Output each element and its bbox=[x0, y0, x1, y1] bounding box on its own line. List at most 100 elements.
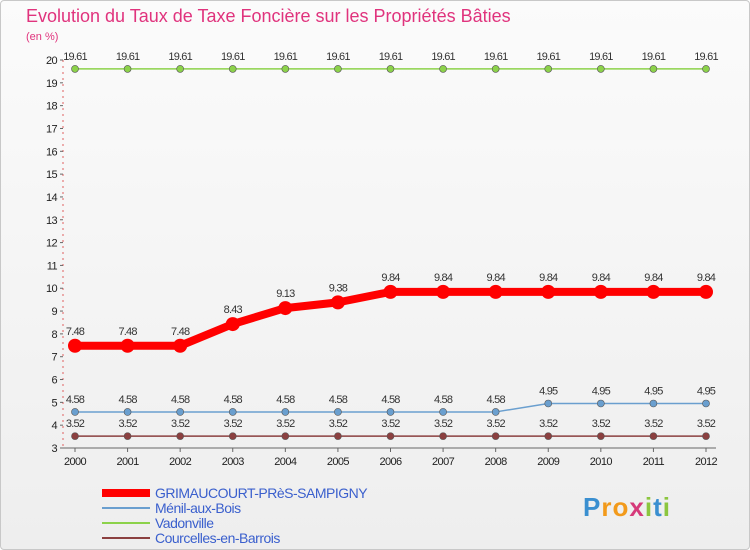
data-label-vadonville: 19.61 bbox=[589, 51, 613, 63]
x-tick-label: 2007 bbox=[432, 456, 455, 468]
data-label-vadonville: 19.61 bbox=[274, 51, 298, 63]
data-point-courcelles-en-barrois bbox=[597, 432, 605, 440]
data-point-courcelles-en-barrois bbox=[649, 432, 658, 440]
data-point-grimaucourt-pr-s-sampigny bbox=[173, 338, 188, 353]
data-label-grimaucourt-pr-s-sampigny: 9.84 bbox=[697, 272, 716, 284]
data-point-vadonville bbox=[281, 65, 290, 73]
data-label-m-nil-aux-bois: 4.95 bbox=[697, 385, 716, 397]
series-line-grimaucourt-pr-s-sampigny bbox=[71, 287, 710, 350]
data-point-m-nil-aux-bois bbox=[649, 399, 658, 408]
data-label-grimaucourt-pr-s-sampigny: 8.43 bbox=[224, 304, 243, 316]
data-point-grimaucourt-pr-s-sampigny bbox=[383, 284, 398, 299]
data-point-courcelles-en-barrois bbox=[386, 432, 395, 440]
legend-label-m-nil-aux-bois: Ménil-aux-Bois bbox=[155, 500, 241, 516]
data-label-courcelles-en-barrois: 3.52 bbox=[381, 418, 400, 430]
y-tick-label: 7 bbox=[51, 352, 57, 364]
y-tick-label: 18 bbox=[46, 101, 58, 113]
data-point-grimaucourt-pr-s-sampigny bbox=[646, 284, 661, 299]
data-label-vadonville: 19.61 bbox=[221, 51, 245, 63]
data-label-m-nil-aux-bois: 4.58 bbox=[329, 394, 348, 406]
chart-subtitle: (en %) bbox=[26, 31, 58, 43]
logo-letter: t bbox=[653, 492, 663, 522]
data-label-vadonville: 19.61 bbox=[326, 51, 350, 63]
y-tick-label: 3 bbox=[51, 443, 57, 455]
x-tick-label: 2006 bbox=[379, 456, 402, 468]
x-tick-label: 2000 bbox=[64, 456, 87, 468]
x-tick-label: 2004 bbox=[274, 456, 297, 468]
axes: 3 4 5 6 7 8 9 10 11 12 13 14 15 16 17 18 19 20 2000 2001 200… bbox=[46, 55, 718, 468]
data-label-grimaucourt-pr-s-sampigny: 9.84 bbox=[381, 272, 400, 284]
data-label-m-nil-aux-bois: 4.58 bbox=[66, 394, 85, 406]
data-label-m-nil-aux-bois: 4.95 bbox=[539, 385, 558, 397]
x-tick-label: 2001 bbox=[117, 456, 140, 468]
data-label-vadonville: 19.61 bbox=[168, 51, 192, 63]
data-label-m-nil-aux-bois: 4.58 bbox=[381, 394, 400, 406]
data-label-courcelles-en-barrois: 3.52 bbox=[118, 418, 137, 430]
data-point-grimaucourt-pr-s-sampigny bbox=[699, 284, 713, 299]
data-point-vadonville bbox=[176, 65, 184, 73]
x-tick-label: 2002 bbox=[169, 456, 192, 468]
logo-letter: i bbox=[663, 492, 671, 522]
data-point-courcelles-en-barrois bbox=[439, 432, 447, 440]
data-point-m-nil-aux-bois bbox=[491, 408, 500, 416]
data-label-courcelles-en-barrois: 3.52 bbox=[487, 418, 506, 430]
y-tick-label: 9 bbox=[51, 306, 57, 318]
data-label-m-nil-aux-bois: 4.58 bbox=[171, 394, 190, 406]
data-label-vadonville: 19.61 bbox=[642, 51, 666, 63]
data-point-vadonville bbox=[334, 65, 342, 73]
data-label-m-nil-aux-bois: 4.58 bbox=[276, 394, 295, 406]
data-point-m-nil-aux-bois bbox=[281, 408, 290, 416]
data-label-courcelles-en-barrois: 3.52 bbox=[697, 418, 716, 430]
data-point-m-nil-aux-bois bbox=[176, 408, 184, 416]
logo-letter: r bbox=[601, 492, 612, 522]
data-label-m-nil-aux-bois: 4.58 bbox=[487, 394, 506, 406]
legend-label-vadonville: Vadonville bbox=[155, 515, 214, 531]
data-label-m-nil-aux-bois: 4.58 bbox=[118, 394, 137, 406]
data-point-courcelles-en-barrois bbox=[334, 432, 342, 440]
proxiti-logo-text: Proxiti bbox=[583, 492, 671, 522]
data-label-vadonville: 19.61 bbox=[116, 51, 140, 63]
x-tick-label: 2009 bbox=[537, 456, 560, 468]
data-point-grimaucourt-pr-s-sampigny bbox=[488, 284, 503, 299]
data-point-m-nil-aux-bois bbox=[334, 408, 342, 416]
data-label-grimaucourt-pr-s-sampigny: 9.84 bbox=[592, 272, 611, 284]
legend: GRIMAUCOURT-PRèS-SAMPIGNYMénil-aux-BoisV… bbox=[102, 485, 369, 546]
data-point-courcelles-en-barrois bbox=[544, 432, 553, 440]
data-label-grimaucourt-pr-s-sampigny: 7.48 bbox=[66, 326, 85, 338]
data-point-vadonville bbox=[491, 65, 500, 73]
logo-letter: o bbox=[612, 492, 629, 522]
data-label-vadonville: 19.61 bbox=[694, 51, 718, 63]
y-tick-label: 5 bbox=[51, 397, 57, 409]
data-label-vadonville: 19.61 bbox=[431, 51, 455, 63]
data-point-m-nil-aux-bois bbox=[439, 408, 447, 416]
data-point-courcelles-en-barrois bbox=[491, 432, 500, 440]
data-point-m-nil-aux-bois bbox=[702, 399, 710, 408]
y-tick-label: 4 bbox=[51, 420, 57, 432]
data-label-grimaucourt-pr-s-sampigny: 7.48 bbox=[171, 326, 190, 338]
data-point-grimaucourt-pr-s-sampigny bbox=[541, 284, 556, 299]
data-point-vadonville bbox=[544, 65, 553, 73]
y-tick-label: 16 bbox=[46, 146, 58, 158]
data-label-courcelles-en-barrois: 3.52 bbox=[329, 418, 348, 430]
y-tick-label: 10 bbox=[46, 283, 58, 295]
y-tick-label: 14 bbox=[46, 192, 58, 204]
y-tick-label: 8 bbox=[51, 329, 57, 341]
data-label-grimaucourt-pr-s-sampigny: 7.48 bbox=[118, 326, 137, 338]
data-label-m-nil-aux-bois: 4.95 bbox=[644, 385, 663, 397]
data-point-grimaucourt-pr-s-sampigny bbox=[120, 338, 135, 353]
y-tick-label: 12 bbox=[46, 238, 58, 250]
data-point-m-nil-aux-bois bbox=[123, 408, 132, 416]
data-point-m-nil-aux-bois bbox=[386, 408, 395, 416]
data-point-courcelles-en-barrois bbox=[123, 432, 132, 440]
data-point-grimaucourt-pr-s-sampigny bbox=[225, 317, 240, 332]
data-point-m-nil-aux-bois bbox=[228, 408, 237, 416]
data-label-grimaucourt-pr-s-sampigny: 9.84 bbox=[539, 272, 558, 284]
data-labels: 19.61 19.61 19.61 19.61 19.61 19.61 19.61 19.61… bbox=[63, 51, 719, 430]
logo-letter: P bbox=[583, 492, 601, 522]
data-point-vadonville bbox=[386, 65, 395, 73]
y-tick-label: 13 bbox=[46, 215, 58, 227]
data-label-courcelles-en-barrois: 3.52 bbox=[434, 418, 453, 430]
data-point-vadonville bbox=[439, 65, 447, 73]
data-label-courcelles-en-barrois: 3.52 bbox=[171, 418, 190, 430]
data-label-m-nil-aux-bois: 4.58 bbox=[434, 394, 453, 406]
